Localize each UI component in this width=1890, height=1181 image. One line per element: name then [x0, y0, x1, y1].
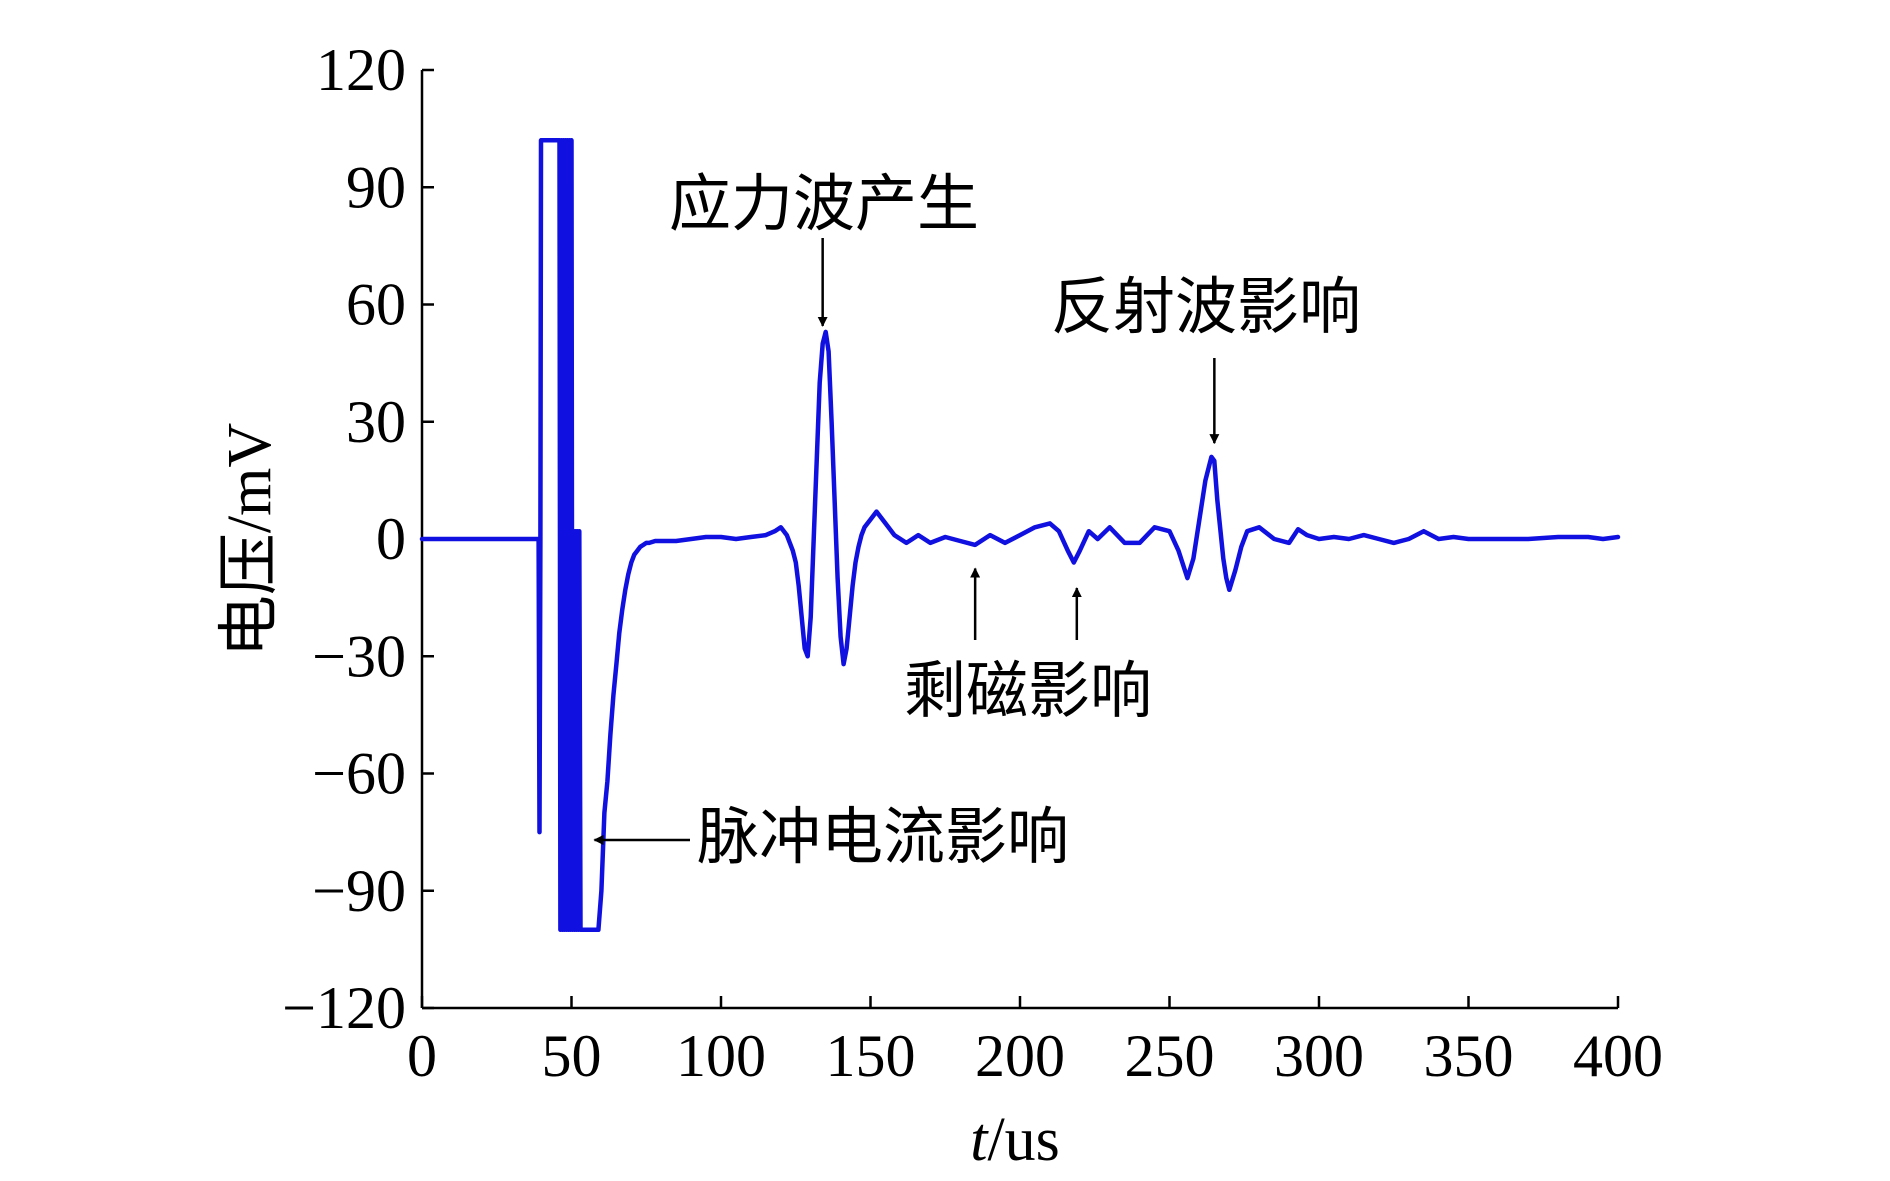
x-axis-title: t/us [970, 1106, 1060, 1174]
x-tick-label: 250 [1125, 1023, 1215, 1089]
x-tick-label: 50 [542, 1023, 602, 1089]
x-tick-label: 100 [676, 1023, 766, 1089]
y-tick-label: −90 [312, 858, 406, 924]
x-tick-label: 150 [826, 1023, 916, 1089]
x-tick-label: 350 [1424, 1023, 1514, 1089]
series [419, 138, 1621, 933]
y-tick-label: −30 [312, 623, 406, 689]
annotation-reflected-wave-label: 反射波影响 [1051, 270, 1361, 343]
annotation-remanence-label: 剩磁影响 [904, 654, 1152, 727]
x-tick-label: 200 [975, 1023, 1065, 1089]
y-tick-label: 90 [346, 154, 406, 220]
y-tick-label: −60 [312, 741, 406, 807]
y-tick-label: −120 [282, 975, 406, 1041]
x-axis-title-variable: t [970, 1106, 989, 1174]
x-axis-title-unit: /us [987, 1106, 1059, 1174]
y-tick-label: 120 [316, 37, 406, 103]
x-tick-label: 0 [407, 1023, 437, 1089]
x-tick-label: 400 [1573, 1023, 1663, 1089]
x-tick-label: 300 [1274, 1023, 1364, 1089]
annotation-pulse-current-label: 脉冲电流影响 [697, 800, 1069, 873]
y-tick-label: 30 [346, 389, 406, 455]
annotation-stress-wave-label: 应力波产生 [669, 167, 979, 240]
y-axis-title: 电压/mV [216, 423, 284, 657]
series-line [419, 138, 1621, 933]
ticks: 0 50 100 150 200 250 300 350 4001209060300−30−60… [282, 37, 1663, 1089]
y-tick-label: 0 [376, 506, 406, 572]
y-tick-label: 60 [346, 272, 406, 338]
